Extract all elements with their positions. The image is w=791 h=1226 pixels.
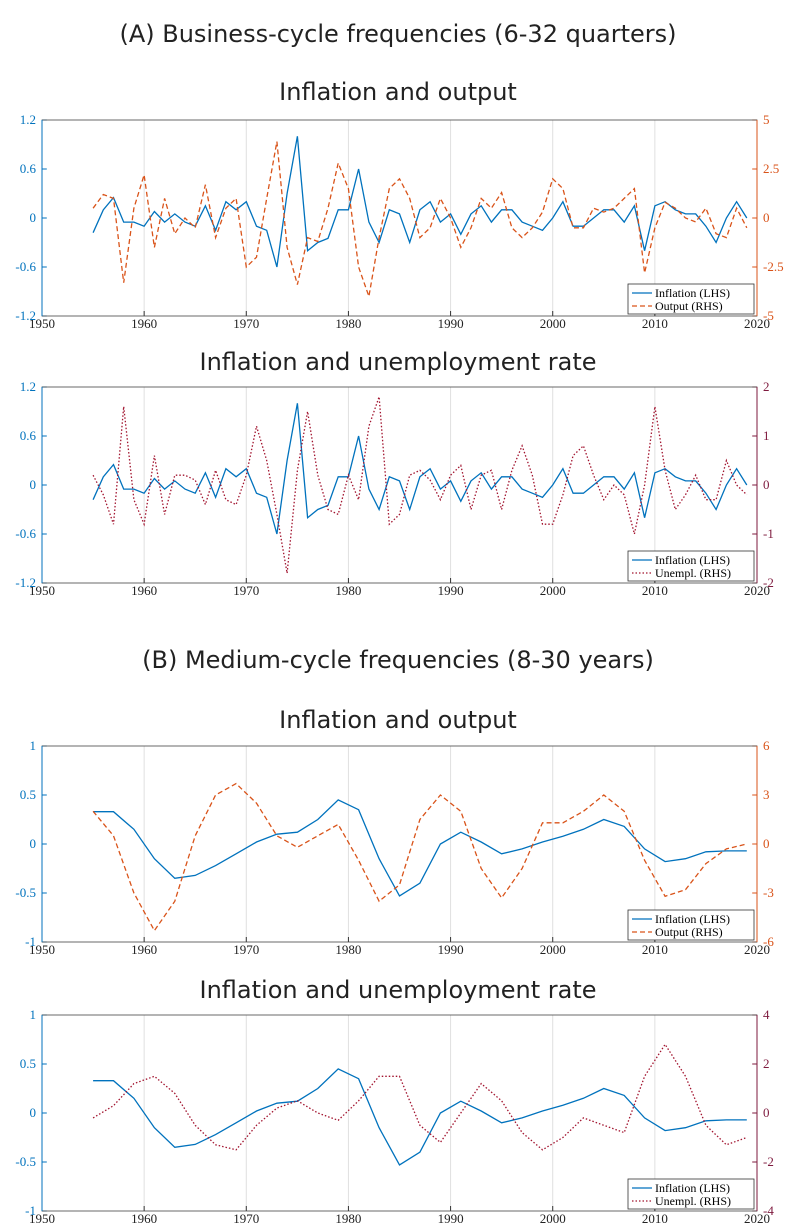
panel-title: (B) Medium-cycle frequencies (8-30 years… xyxy=(142,646,654,674)
y-tick-label: -2 xyxy=(763,1154,774,1169)
y-tick-label: -2 xyxy=(763,575,774,590)
series-line xyxy=(92,141,748,299)
x-tick-label: 1960 xyxy=(131,1211,157,1226)
y-tick-label: -0.5 xyxy=(15,885,36,900)
y-tick-label: 0.5 xyxy=(20,1056,36,1071)
x-tick-label: 1970 xyxy=(233,1211,259,1226)
x-tick-label: 1990 xyxy=(438,583,464,598)
legend-label: Output (RHS) xyxy=(655,299,723,313)
x-tick-label: 1970 xyxy=(233,942,259,957)
y-tick-label: 0 xyxy=(30,836,37,851)
legend-label: Unempl. (RHS) xyxy=(655,1194,731,1208)
chart-title: Inflation and unemployment rate xyxy=(200,348,597,376)
y-tick-label: 6 xyxy=(763,738,770,753)
y-tick-label: 0 xyxy=(30,1105,37,1120)
x-tick-label: 2020 xyxy=(744,316,770,331)
y-tick-label: 3 xyxy=(763,787,770,802)
x-tick-label: 1950 xyxy=(29,316,55,331)
x-tick-label: 1970 xyxy=(233,583,259,598)
x-tick-label: 2020 xyxy=(744,1211,770,1226)
series-line xyxy=(92,396,748,574)
legend-box xyxy=(627,283,755,315)
x-tick-label: 1960 xyxy=(131,316,157,331)
x-tick-label: 1960 xyxy=(131,942,157,957)
y-tick-label: 1.2 xyxy=(20,112,36,127)
y-tick-label: 2 xyxy=(763,1056,770,1071)
x-tick-label: 2020 xyxy=(744,583,770,598)
x-tick-label: 1980 xyxy=(335,1211,361,1226)
x-tick-label: 1990 xyxy=(438,316,464,331)
y-tick-label: 2 xyxy=(763,379,770,394)
x-tick-label: 1960 xyxy=(131,583,157,598)
x-tick-label: 1980 xyxy=(335,942,361,957)
y-tick-label: 0 xyxy=(30,210,37,225)
legend-label: Inflation (LHS) xyxy=(655,286,730,300)
x-tick-label: 1970 xyxy=(233,316,259,331)
x-tick-label: 2000 xyxy=(540,1211,566,1226)
y-tick-label: 0 xyxy=(763,210,770,225)
y-tick-label: -3 xyxy=(763,885,774,900)
y-tick-label: -5 xyxy=(763,308,774,323)
legend-label: Inflation (LHS) xyxy=(655,912,730,926)
x-tick-label: 2000 xyxy=(540,583,566,598)
y-tick-label: 0 xyxy=(763,1105,770,1120)
y-tick-label: 1.2 xyxy=(20,379,36,394)
x-tick-label: 2000 xyxy=(540,942,566,957)
y-tick-label: 0 xyxy=(763,477,770,492)
x-tick-label: 2020 xyxy=(744,942,770,957)
x-tick-label: 2000 xyxy=(540,316,566,331)
y-tick-label: 1 xyxy=(763,428,770,443)
legend-label: Inflation (LHS) xyxy=(655,553,730,567)
x-tick-label: 1990 xyxy=(438,1211,464,1226)
series-line xyxy=(92,1043,748,1151)
legend-box xyxy=(627,1178,755,1210)
y-tick-label: -0.5 xyxy=(15,1154,36,1169)
y-tick-label: 0.6 xyxy=(20,161,37,176)
x-tick-label: 2010 xyxy=(642,942,668,957)
series-line xyxy=(92,403,748,535)
legend-box xyxy=(627,909,755,941)
y-tick-label: -1.2 xyxy=(15,308,36,323)
legend-label: Inflation (LHS) xyxy=(655,1181,730,1195)
y-tick-label: 2.5 xyxy=(763,161,779,176)
legend-label: Unempl. (RHS) xyxy=(655,566,731,580)
x-tick-label: 1980 xyxy=(335,583,361,598)
y-tick-label: 0.6 xyxy=(20,428,37,443)
series-line xyxy=(92,782,747,932)
y-tick-label: -1.2 xyxy=(15,575,36,590)
x-tick-label: 1950 xyxy=(29,942,55,957)
x-tick-label: 1990 xyxy=(438,942,464,957)
y-tick-label: -4 xyxy=(763,1203,774,1218)
y-tick-label: -0.6 xyxy=(15,259,36,274)
y-tick-label: 5 xyxy=(763,112,770,127)
x-tick-label: 1950 xyxy=(29,1211,55,1226)
y-tick-label: -6 xyxy=(763,934,774,949)
y-tick-label: -1 xyxy=(25,1203,36,1218)
x-tick-label: 2010 xyxy=(642,1211,668,1226)
y-tick-label: 1 xyxy=(30,1007,37,1022)
y-tick-label: 1 xyxy=(30,738,37,753)
series-line xyxy=(93,799,747,897)
legend-label: Output (RHS) xyxy=(655,925,723,939)
series-line xyxy=(92,136,748,268)
y-tick-label: -2.5 xyxy=(763,259,784,274)
y-tick-label: 4 xyxy=(763,1007,770,1022)
x-tick-label: 2010 xyxy=(642,316,668,331)
x-tick-label: 1980 xyxy=(335,316,361,331)
legend-box xyxy=(627,550,755,582)
chart-title: Inflation and output xyxy=(279,78,517,106)
chart-title: Inflation and unemployment rate xyxy=(200,976,597,1004)
y-tick-label: -0.6 xyxy=(15,526,36,541)
y-tick-label: 0 xyxy=(763,836,770,851)
x-tick-label: 1950 xyxy=(29,583,55,598)
y-tick-label: 0 xyxy=(30,477,37,492)
x-tick-label: 2010 xyxy=(642,583,668,598)
y-tick-label: 0.5 xyxy=(20,787,36,802)
series-line xyxy=(93,1068,747,1166)
panel-title: (A) Business-cycle frequencies (6-32 qua… xyxy=(119,20,676,48)
y-tick-label: -1 xyxy=(25,934,36,949)
chart-title: Inflation and output xyxy=(279,706,517,734)
y-tick-label: -1 xyxy=(763,526,774,541)
